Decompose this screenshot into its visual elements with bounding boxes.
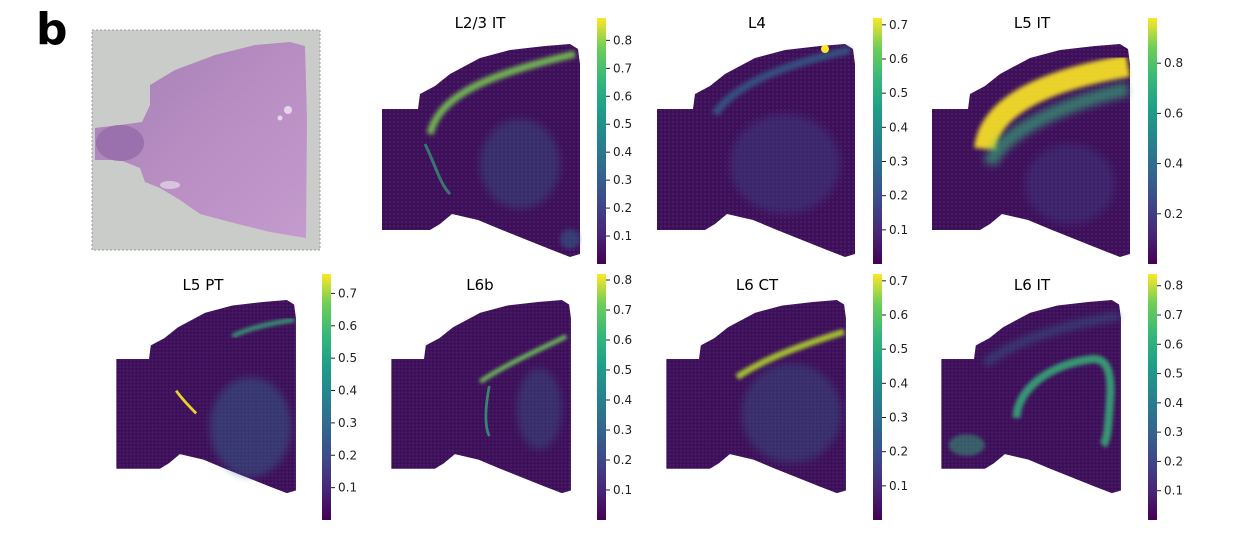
colorbar-tick-label: 0.4 [889,376,908,390]
histology-image [91,29,321,251]
colorbar-tick-label: 0.2 [889,189,908,203]
colorbar-tick-label: 0.7 [889,274,908,288]
colorbar-tick-label: 0.6 [889,308,908,322]
spatial-heatmap [932,44,1130,257]
colorbar-tick-label: 0.1 [338,481,357,495]
colorbar-tick-label: 0.2 [613,201,632,215]
colorbar-tick-label: 0.1 [1164,484,1183,498]
colorbar-ticks: 0.1 0.2 0.3 0.4 0.5 0.6 0.7 [882,274,908,493]
panel-l6-ct: L6 CT 0.1 0.2 0.3 0.4 0.5 0.6 0.7 [666,274,908,520]
colorbar-tick-label: 0.1 [889,223,908,237]
colorbar-tick-label: 0.5 [613,117,632,131]
colorbar-tick-label: 0.8 [1164,56,1183,70]
colorbar-tick-label: 0.5 [1164,367,1183,381]
colorbar-tick-label: 0.8 [613,273,632,287]
colorbar-ticks: 0.1 0.2 0.3 0.4 0.5 0.6 0.7 0.8 [606,33,632,243]
colorbar-tick-label: 0.8 [1164,279,1183,293]
panel-l4: L4 0.1 0.2 0.3 0.4 0.5 0.6 0.7 [657,14,908,264]
colorbar-ticks: 0.1 0.2 0.3 0.4 0.5 0.6 0.7 0.8 [1157,279,1183,498]
colorbar-tick-label: 0.2 [889,445,908,459]
chart-title: L6 CT [736,276,779,294]
colorbar-tick-label: 0.7 [889,18,908,32]
colorbar-tick-label: 0.7 [1164,308,1183,322]
colorbar-ticks: 0.1 0.2 0.3 0.4 0.5 0.6 0.7 [331,286,357,495]
colorbar: 0.1 0.2 0.3 0.4 0.5 0.6 0.7 [873,274,908,520]
colorbar: 0.1 0.2 0.3 0.4 0.5 0.6 0.7 [873,18,908,264]
colorbar-tick-label: 0.3 [889,411,908,425]
colorbar-ticks: 0.1 0.2 0.3 0.4 0.5 0.6 0.7 [882,18,908,237]
colorbar-tick-label: 0.6 [889,52,908,66]
colorbar-tick-label: 0.2 [1164,207,1183,221]
spatial-heatmap [666,300,846,494]
colorbar-tick-label: 0.4 [889,120,908,134]
colorbar-tick-label: 0.2 [338,448,357,462]
colorbar-tick-label: 0.3 [1164,425,1183,439]
colorbar: 0.1 0.2 0.3 0.4 0.5 0.6 0.7 0.8 [1148,274,1183,520]
panel-l6-it: L6 IT 0.1 0.2 0.3 0.4 0.5 0.6 0.7 0.8 [941,274,1183,520]
chart-title: L2/3 IT [455,14,507,32]
colorbar-tick-label: 0.6 [613,333,632,347]
colorbar-tick-label: 0.3 [613,423,632,437]
panel-l5-pt: L5 PT 0.1 0.2 0.3 0.4 0.5 0.6 0.7 [116,274,357,520]
colorbar-tick-label: 0.4 [613,393,632,407]
colorbar-tick-label: 0.1 [889,479,908,493]
colorbar-tick-label: 0.3 [613,173,632,187]
colorbar-tick-label: 0.6 [1164,337,1183,351]
colorbar: 0.1 0.2 0.3 0.4 0.5 0.6 0.7 [322,274,357,520]
colorbar-tick-label: 0.5 [889,86,908,100]
colorbar-tick-label: 0.7 [613,61,632,75]
colorbar-tick-label: 0.5 [338,351,357,365]
spatial-heatmap [116,300,296,494]
colorbar-tick-label: 0.6 [1164,106,1183,120]
colorbar-tick-label: 0.5 [613,363,632,377]
colorbar: 0.1 0.2 0.3 0.4 0.5 0.6 0.7 0.8 [597,18,632,264]
chart-title: L5 PT [183,276,225,294]
colorbar-tick-label: 0.6 [338,319,357,333]
colorbar-ticks: 0.1 0.2 0.3 0.4 0.5 0.6 0.7 0.8 [606,273,632,497]
colorbar-tick-label: 0.4 [613,145,632,159]
colorbar-tick-label: 0.2 [1164,454,1183,468]
colorbar-tick-label: 0.2 [613,453,632,467]
colorbar-tick-label: 0.1 [613,483,632,497]
colorbar: 0.1 0.2 0.3 0.4 0.5 0.6 0.7 0.8 [597,273,632,520]
colorbar-tick-label: 0.1 [613,229,632,243]
colorbar-tick-label: 0.3 [338,416,357,430]
colorbar-tick-label: 0.4 [1164,396,1183,410]
panel-l5-it: L5 IT 0.2 0.4 0.6 0.8 [932,14,1183,264]
panel-l23-it: L2/3 IT 0.1 0.2 0.3 0.4 0.5 0.6 0.7 0.8 [382,14,632,264]
spatial-heatmap [382,44,580,257]
colorbar-tick-label: 0.8 [613,33,632,47]
colorbar-tick-label: 0.7 [613,303,632,317]
colorbar: 0.2 0.4 0.6 0.8 [1148,18,1183,264]
colorbar-tick-label: 0.3 [889,155,908,169]
chart-title: L4 [748,14,766,32]
colorbar-tick-label: 0.7 [338,286,357,300]
colorbar-tick-label: 0.4 [1164,157,1183,171]
colorbar-tick-label: 0.6 [613,89,632,103]
chart-title: L5 IT [1014,14,1051,32]
panel-label: b [36,4,68,55]
colorbar-tick-label: 0.5 [889,342,908,356]
colorbar-ticks: 0.2 0.4 0.6 0.8 [1157,56,1183,221]
panel-l6b: L6b 0.1 0.2 0.3 0.4 0.5 0.6 0.7 0.8 [391,273,632,520]
chart-title: L6b [466,276,493,294]
spatial-heatmap [391,300,571,494]
chart-title: L6 IT [1014,276,1051,294]
spatial-heatmap [657,44,855,257]
spatial-heatmap [941,300,1121,494]
colorbar-tick-label: 0.4 [338,384,357,398]
